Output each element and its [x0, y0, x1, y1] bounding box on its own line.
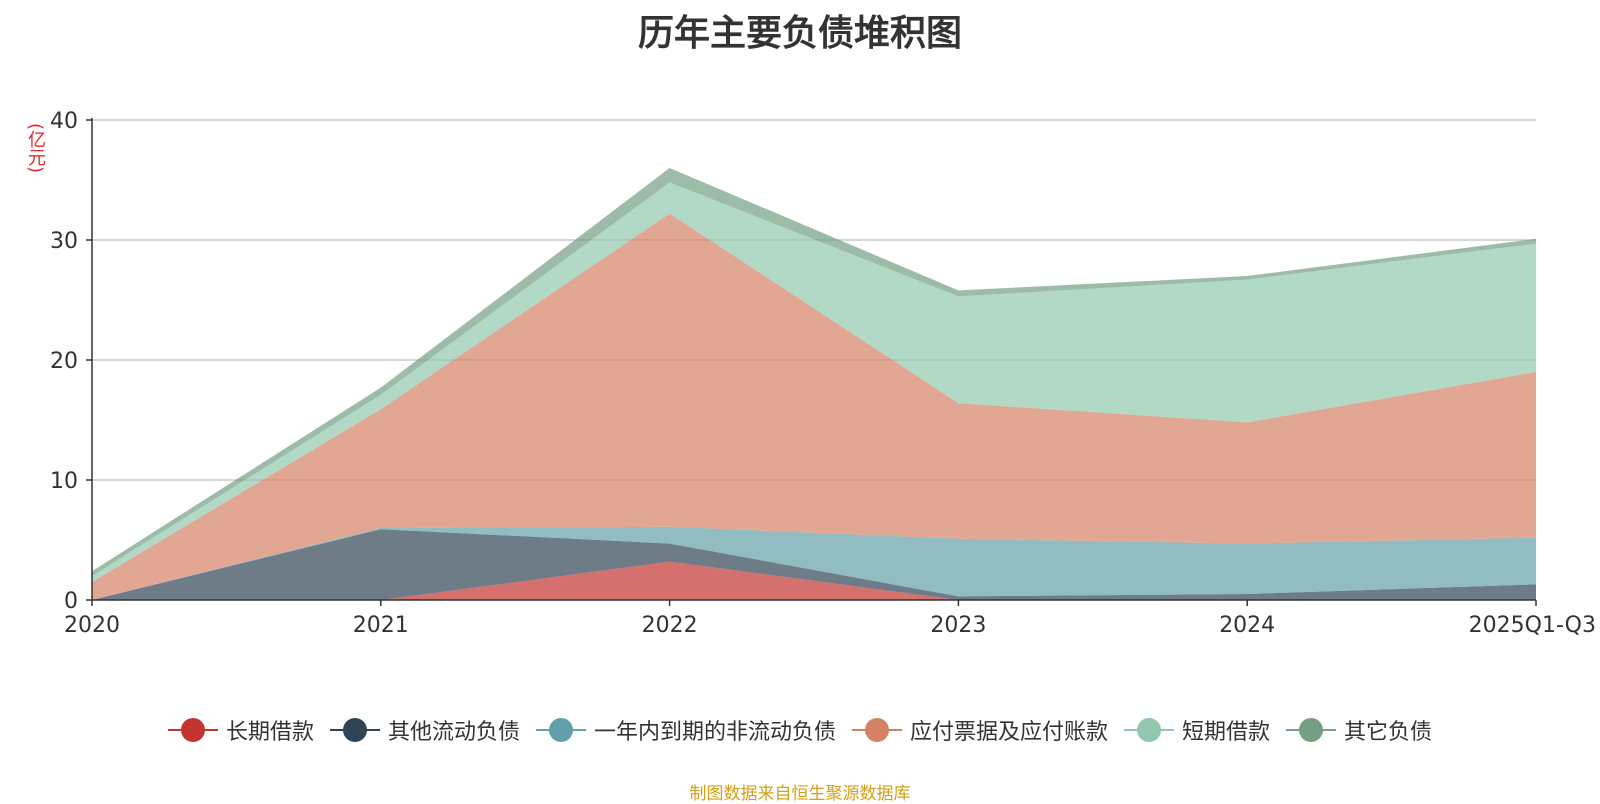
- legend-marker-icon: [167, 717, 218, 743]
- chart-title: 历年主要负债堆积图: [637, 13, 962, 54]
- x-tick-label: 2022: [642, 613, 698, 638]
- legend-marker-icon: [1286, 717, 1337, 743]
- legend-marker-icon: [535, 717, 586, 743]
- legend-item-1[interactable]: 其他流动负债: [329, 714, 520, 746]
- legend-marker-icon: [329, 717, 380, 743]
- legend-marker-icon: [852, 717, 902, 743]
- axes: 0 10 20 30 40 2020 2021 2022 2023 2024 2025Q1-Q3: [50, 109, 1596, 638]
- area-series-3: [92, 213, 1536, 600]
- y-tick-label: 30: [50, 229, 78, 254]
- legend-marker-icon: [1124, 717, 1175, 743]
- y-tick-label: 20: [50, 349, 78, 374]
- y-tick-label: 0: [64, 589, 78, 614]
- legend-label: 一年内到期的非流动负债: [593, 720, 836, 745]
- area-series-1: [92, 529, 1536, 600]
- area-series: [92, 168, 1536, 600]
- y-axis-unit-label: (亿元): [25, 123, 46, 174]
- legend-label: 其他流动负债: [387, 720, 520, 745]
- source-note: 制图数据来自恒生聚源数据库: [689, 784, 911, 804]
- x-tick-label: 2025Q1-Q3: [1469, 613, 1596, 638]
- legend-label: 短期借款: [1182, 720, 1271, 745]
- x-tick-label: 2024: [1219, 613, 1275, 638]
- legend-item-5[interactable]: 其它负债: [1286, 714, 1432, 746]
- legend-item-2[interactable]: 一年内到期的非流动负债: [535, 714, 836, 746]
- legend-label: 其它负债: [1344, 720, 1433, 745]
- legend-label: 长期借款: [225, 720, 314, 745]
- legend-label: 应付票据及应付账款: [910, 720, 1109, 745]
- x-tick-label: 2023: [930, 613, 986, 638]
- y-tick-label: 10: [50, 469, 78, 494]
- area-series-2: [92, 526, 1536, 600]
- x-tick-label: 2021: [353, 613, 409, 638]
- y-tick-label: 40: [50, 109, 78, 134]
- legend: 长期借款 其他流动负债 一年内到期的非流动负债 应付票据及应付账款 短期借款 其它负债: [0, 714, 1600, 749]
- area-series-4: [92, 182, 1536, 582]
- legend-item-4[interactable]: 短期借款: [1124, 714, 1270, 746]
- legend-item-3[interactable]: 应付票据及应付账款: [852, 714, 1108, 746]
- x-tick-label: 2020: [64, 613, 120, 638]
- legend-item-0[interactable]: 长期借款: [167, 714, 314, 746]
- stacked-area-chart: 0 10 20 30 40 2020 2021 2022 2023 2024 2025Q1-Q3: [50, 109, 1596, 638]
